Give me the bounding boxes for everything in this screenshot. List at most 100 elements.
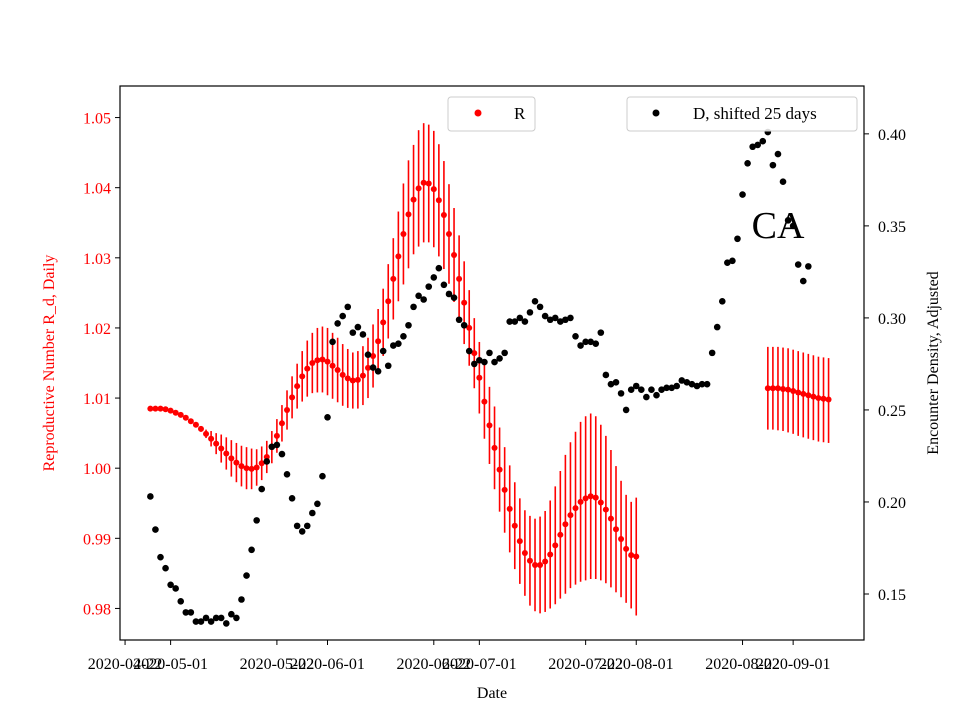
d-data-point xyxy=(390,342,397,349)
d-data-point xyxy=(531,298,539,305)
d-data-point xyxy=(273,441,281,449)
left-y-tick-label: 1.00 xyxy=(83,461,111,478)
d-data-point xyxy=(319,472,326,480)
r-data-point xyxy=(435,197,442,204)
d-data-point xyxy=(734,235,741,243)
r-data-point xyxy=(511,522,518,529)
r-data-point xyxy=(304,365,311,372)
d-data-point xyxy=(435,264,443,272)
x-tick-label: 2020-05-22 xyxy=(240,656,315,673)
d-data-point xyxy=(486,349,493,357)
r-data-point xyxy=(167,407,174,414)
r-data-point xyxy=(481,398,488,405)
r-data-point xyxy=(172,409,179,416)
d-data-point xyxy=(754,141,762,149)
d-data-point xyxy=(253,517,260,524)
d-data-point xyxy=(718,298,726,305)
d-data-point xyxy=(395,340,402,347)
r-data-point xyxy=(284,406,291,413)
d-data-point xyxy=(653,391,660,399)
d-data-point xyxy=(562,316,569,324)
r-data-point xyxy=(780,385,787,392)
d-data-point xyxy=(541,312,549,320)
r-data-point xyxy=(233,459,240,466)
r-data-point xyxy=(152,405,159,412)
d-data-point xyxy=(400,333,407,340)
d-data-point xyxy=(263,458,271,465)
r-data-point xyxy=(344,375,351,382)
d-data-point xyxy=(309,509,316,517)
d-data-point xyxy=(703,380,711,388)
r-data-point xyxy=(597,499,604,506)
r-data-point xyxy=(516,538,523,545)
r-data-point xyxy=(380,319,387,326)
x-tick-label: 2020-07-01 xyxy=(442,656,517,673)
legend-r-marker xyxy=(474,109,482,117)
r-data-point xyxy=(370,352,377,359)
d-data-point xyxy=(729,257,736,265)
d-data-point xyxy=(238,596,245,603)
d-data-point xyxy=(476,356,483,364)
r-data-point xyxy=(324,358,331,365)
d-data-point xyxy=(779,178,787,186)
x-tick-label: 2020-08-01 xyxy=(599,656,674,673)
r-data-point xyxy=(263,453,270,460)
r-data-point xyxy=(197,425,204,432)
d-data-point xyxy=(278,450,286,458)
r-data-point xyxy=(521,550,528,557)
r-data-point xyxy=(526,557,533,564)
d-data-point xyxy=(648,386,655,393)
r-data-point xyxy=(461,299,468,306)
d-data-point xyxy=(415,292,422,300)
d-data-point xyxy=(172,585,179,592)
r-data-point xyxy=(628,552,635,559)
r-data-point xyxy=(567,512,574,519)
r-data-point xyxy=(451,252,458,259)
r-data-point xyxy=(440,212,447,219)
d-data-point xyxy=(324,413,331,421)
d-data-point xyxy=(212,614,220,622)
d-data-point xyxy=(693,382,701,390)
d-data-point xyxy=(455,316,463,324)
r-data-point xyxy=(390,275,397,282)
r-data-point xyxy=(456,275,463,282)
d-series xyxy=(147,128,812,627)
r-data-point xyxy=(177,411,184,418)
right-y-tick-label: 0.40 xyxy=(878,127,906,144)
d-data-point xyxy=(384,362,392,370)
r-data-point xyxy=(162,406,169,413)
r-data-point xyxy=(501,486,508,493)
r-data-point xyxy=(466,324,473,331)
r-data-point xyxy=(258,460,265,467)
d-data-point xyxy=(258,485,266,493)
r-data-point xyxy=(820,395,827,402)
left-y-tick-label: 0.99 xyxy=(83,531,111,548)
d-data-point xyxy=(784,217,792,224)
legend-r-label: R xyxy=(514,104,526,123)
d-data-point xyxy=(197,618,205,625)
d-data-point xyxy=(420,296,427,303)
d-data-point xyxy=(268,443,276,451)
r-data-point xyxy=(228,455,235,462)
x-tick-label: 2020-06-01 xyxy=(290,656,365,673)
r-data-point xyxy=(182,414,189,421)
r-data-point xyxy=(602,506,609,513)
r-data-point xyxy=(375,338,382,345)
r-data-point xyxy=(395,253,402,260)
r-data-point xyxy=(445,230,452,237)
legend-d-label: D, shifted 25 days xyxy=(693,104,817,123)
r-data-point xyxy=(147,405,154,412)
d-data-point xyxy=(698,380,706,388)
r-data-point xyxy=(577,498,584,505)
left-y-tick-label: 1.03 xyxy=(83,251,111,268)
r-data-point xyxy=(157,405,164,412)
r-data-point xyxy=(309,360,316,366)
r-data-point xyxy=(365,364,371,371)
r-data-point xyxy=(587,493,594,500)
d-data-point xyxy=(724,259,731,266)
r-data-point xyxy=(415,185,422,192)
d-data-point xyxy=(187,609,195,616)
r-data-point xyxy=(248,465,255,472)
